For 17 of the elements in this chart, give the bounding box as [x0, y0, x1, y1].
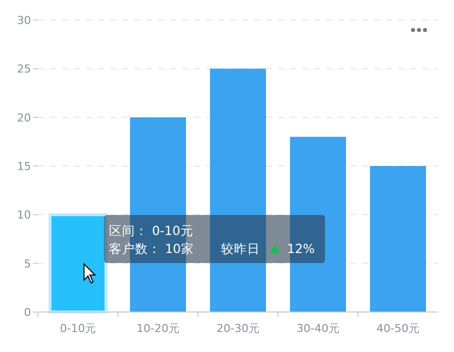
y-tick-label: 10	[17, 208, 31, 222]
y-tick-label: 20	[17, 111, 31, 124]
x-tick-label: 40-50元	[376, 322, 420, 335]
x-tick-label: 20-30元	[216, 322, 260, 335]
y-tick-label: 25	[17, 62, 31, 76]
bar	[370, 166, 426, 312]
bar	[210, 68, 266, 312]
bar	[290, 136, 346, 312]
y-tick-label: 0	[24, 306, 31, 319]
annotation: 12%	[287, 241, 315, 256]
y-tick-label: 5	[24, 257, 31, 270]
y-tick-label: 15	[17, 160, 31, 173]
x-tick-label: 30-40元	[296, 322, 340, 335]
x-tick-label: 10-20元	[136, 322, 180, 335]
y-tick-label: 30	[17, 14, 31, 27]
annotation: 较昨日	[221, 241, 260, 256]
x-tick-label: 0-10元	[60, 322, 96, 335]
